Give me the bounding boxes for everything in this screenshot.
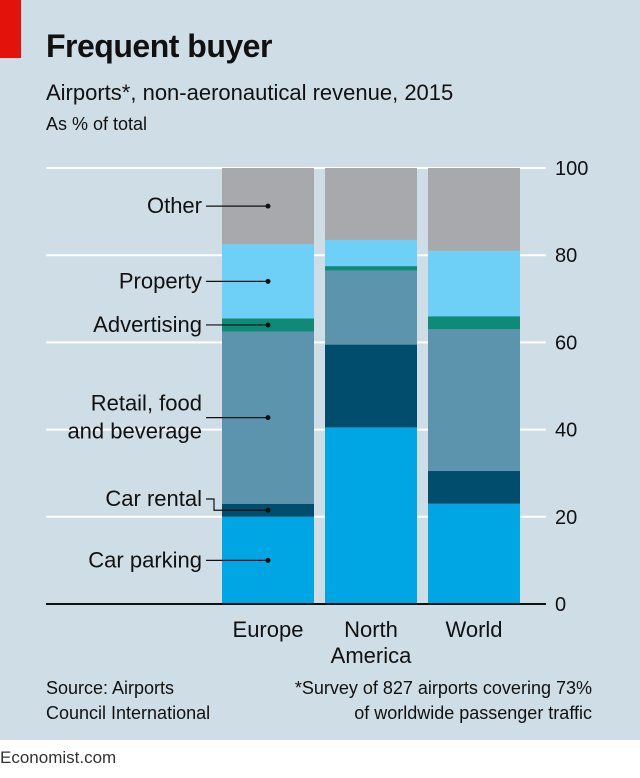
bar-segment-retail-food-and-beverage bbox=[428, 329, 520, 472]
bar-segment-retail-food-and-beverage bbox=[325, 270, 417, 345]
bar-segment-advertising bbox=[428, 316, 520, 330]
series-label: Retail, food bbox=[91, 391, 202, 416]
series-label: Advertising bbox=[93, 312, 202, 337]
bar-segment-advertising bbox=[325, 266, 417, 271]
leader-dot bbox=[265, 203, 271, 209]
leader-dot bbox=[265, 557, 271, 563]
bar-segment-property bbox=[428, 250, 520, 317]
series-label: Other bbox=[147, 193, 202, 218]
source-note: Source: Airports Council International bbox=[46, 676, 210, 726]
series-label: Property bbox=[119, 268, 202, 293]
bar-segment-car-parking bbox=[428, 503, 520, 604]
y-tick-label: 20 bbox=[555, 507, 577, 529]
y-tick-label: 60 bbox=[555, 332, 577, 354]
series-label: Car parking bbox=[88, 547, 202, 572]
series-label: Car rental bbox=[105, 486, 202, 511]
footnote-line-1: *Survey of 827 airports covering 73% bbox=[294, 678, 592, 698]
bar-segment-car-rental bbox=[428, 471, 520, 504]
bar-segment-other bbox=[325, 168, 417, 240]
series-label: and beverage bbox=[67, 419, 202, 444]
brand-label: Economist.com bbox=[0, 748, 117, 767]
y-tick-label: 0 bbox=[555, 594, 566, 616]
chart-panel bbox=[0, 0, 640, 740]
y-tick-label: 80 bbox=[555, 245, 577, 267]
chart-subtitle: Airports*, non-aeronautical revenue, 201… bbox=[46, 80, 454, 105]
leader-dot bbox=[265, 278, 271, 284]
bar-segment-car-rental bbox=[325, 344, 417, 428]
bar-segment-car-parking bbox=[325, 427, 417, 604]
bar-segment-other bbox=[428, 168, 520, 251]
y-tick-label: 40 bbox=[555, 420, 577, 442]
bar-segment-property bbox=[325, 239, 417, 267]
x-category-label: North bbox=[344, 617, 398, 642]
y-tick-label: 100 bbox=[555, 158, 588, 180]
leader-dot bbox=[265, 415, 271, 421]
leader-line bbox=[206, 498, 268, 511]
chart-title: Frequent buyer bbox=[46, 28, 272, 64]
source-line-2: Council International bbox=[46, 703, 211, 723]
footnote: *Survey of 827 airports covering 73% of … bbox=[252, 676, 592, 726]
x-category-label: America bbox=[331, 643, 412, 668]
brand-accent-tab bbox=[0, 0, 21, 58]
unit-label: As % of total bbox=[46, 114, 148, 134]
footnote-line-2: of worldwide passenger traffic bbox=[354, 703, 592, 723]
leader-dot bbox=[265, 507, 271, 513]
x-category-label: Europe bbox=[233, 617, 304, 642]
source-line-1: Source: Airports bbox=[46, 678, 175, 698]
x-category-label: World bbox=[445, 617, 502, 642]
leader-dot bbox=[265, 322, 271, 328]
